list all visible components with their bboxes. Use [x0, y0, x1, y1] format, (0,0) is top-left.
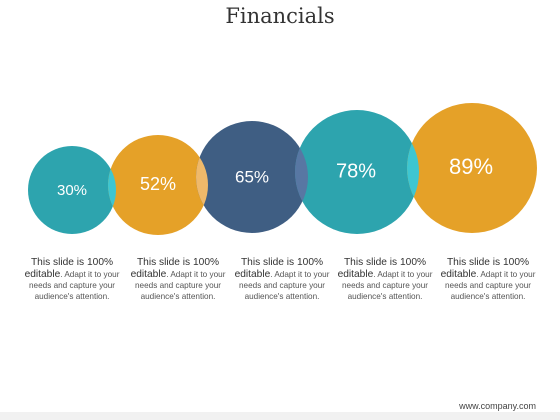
caption-lead: This slide is 100% — [240, 257, 324, 268]
caption-body: . Adapt it to your needs and capture you… — [341, 270, 433, 301]
caption-1: This slide is 100% editable. Adapt it to… — [20, 257, 124, 302]
caption-5: This slide is 100% editable. Adapt it to… — [436, 257, 540, 302]
caption-3: This slide is 100% editable. Adapt it to… — [230, 257, 334, 302]
circle-78 — [295, 110, 419, 234]
percent-label-89: 89% — [449, 154, 493, 179]
caption-body: . Adapt it to your needs and capture you… — [238, 270, 330, 301]
caption-lead: This slide is 100% — [446, 257, 530, 268]
caption-lead: This slide is 100% — [30, 257, 114, 268]
caption-lead: This slide is 100% — [136, 257, 220, 268]
percent-label-65: 65% — [235, 167, 269, 186]
circle-89 — [407, 103, 537, 233]
footer-url: www.company.com — [459, 401, 536, 411]
caption-4: This slide is 100% editable. Adapt it to… — [333, 257, 437, 302]
caption-emphasis: editable — [234, 269, 271, 280]
caption-body: . Adapt it to your needs and capture you… — [134, 270, 226, 301]
percent-label-52: 52% — [140, 174, 176, 194]
circle-30 — [28, 146, 116, 234]
caption-emphasis: editable — [440, 269, 477, 280]
caption-body: . Adapt it to your needs and capture you… — [28, 270, 120, 301]
caption-lead: This slide is 100% — [343, 257, 427, 268]
percent-label-78: 78% — [336, 160, 376, 182]
footer-band — [0, 412, 560, 420]
caption-emphasis: editable — [130, 269, 167, 280]
slide-title: Financials — [225, 4, 335, 28]
circle-65 — [196, 121, 308, 233]
caption-body: . Adapt it to your needs and capture you… — [444, 270, 536, 301]
percent-label-30: 30% — [57, 182, 87, 199]
caption-emphasis: editable — [337, 269, 374, 280]
circle-52 — [108, 135, 208, 235]
caption-emphasis: editable — [24, 269, 61, 280]
caption-2: This slide is 100% editable. Adapt it to… — [126, 257, 230, 302]
